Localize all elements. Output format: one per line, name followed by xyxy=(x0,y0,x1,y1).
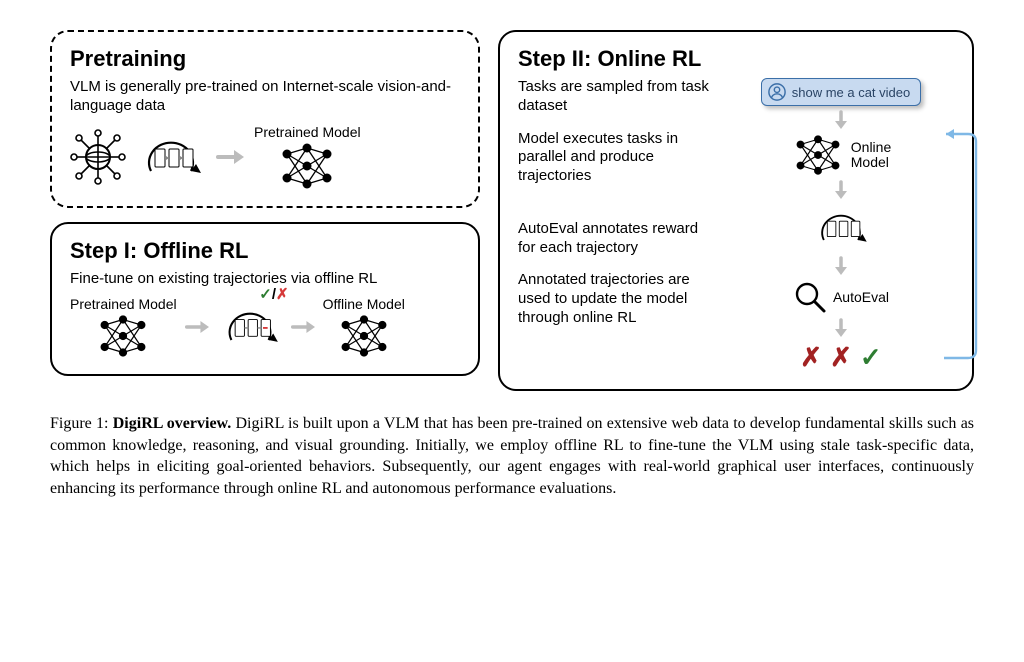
arrow-right-icon xyxy=(216,147,244,167)
neural-net-icon xyxy=(277,142,337,190)
online-model-label: OnlineModel xyxy=(851,140,891,171)
pretraining-panel: Pretraining VLM is generally pre-trained… xyxy=(50,30,480,208)
right-column: Step II: Online RL Tasks are sampled fro… xyxy=(498,30,974,391)
left-column: Pretraining VLM is generally pre-trained… xyxy=(50,30,480,391)
check-mark-icon: ✓ xyxy=(860,342,882,373)
step1-panel: Step I: Offline RL Fine-tune on existing… xyxy=(50,222,480,377)
autoeval: AutoEval xyxy=(793,280,889,314)
neural-net-icon xyxy=(336,314,392,358)
step1-title: Step I: Offline RL xyxy=(70,238,460,264)
user-icon xyxy=(768,83,786,101)
arrow-right-icon xyxy=(185,318,209,336)
pretraining-desc: VLM is generally pre-trained on Internet… xyxy=(70,78,460,116)
caption-prefix: Figure 1: xyxy=(50,415,113,432)
step2-desc3: AutoEval annotates reward for each traje… xyxy=(518,220,718,258)
feedback-arrow-icon xyxy=(932,126,982,366)
step2-desc4: Annotated trajectories are used to updat… xyxy=(518,271,718,327)
pretraining-icons: Pretrained Model xyxy=(70,124,460,190)
step2-text-column: Tasks are sampled from task dataset Mode… xyxy=(518,78,718,373)
result-marks: ✗ ✗ ✓ xyxy=(800,342,881,373)
pretraining-title: Pretraining xyxy=(70,46,460,72)
neural-net-icon xyxy=(791,134,845,176)
globe-network-icon xyxy=(70,129,126,185)
trajectory-loop-icon xyxy=(136,129,206,185)
x-mark-icon: ✗ xyxy=(800,342,822,373)
neural-net-icon xyxy=(95,314,151,358)
step1-icons: Pretrained Model xyxy=(70,296,460,358)
magnifier-icon xyxy=(793,280,827,314)
online-model: OnlineModel xyxy=(791,134,891,176)
arrow-down-icon xyxy=(832,110,850,130)
trajectory-loop-icon xyxy=(217,301,283,353)
step2-title: Step II: Online RL xyxy=(518,46,954,72)
diagram: Pretraining VLM is generally pre-trained… xyxy=(50,30,974,391)
pretrained-model-label: Pretrained Model xyxy=(254,124,361,140)
figure-caption: Figure 1: DigiRL overview. DigiRL is bui… xyxy=(50,413,974,499)
caption-title: DigiRL overview. xyxy=(113,415,231,432)
arrow-right-icon xyxy=(291,318,315,336)
arrow-down-icon xyxy=(832,180,850,200)
step2-flow-column: show me a cat video xyxy=(728,78,954,373)
step1-right-label: Offline Model xyxy=(323,296,405,312)
x-mark-icon: ✗ xyxy=(830,342,852,373)
task-chip-text: show me a cat video xyxy=(792,85,911,100)
task-chip: show me a cat video xyxy=(761,78,922,106)
trajectory-loop-icon xyxy=(810,204,872,252)
step2-panel: Step II: Online RL Tasks are sampled fro… xyxy=(498,30,974,391)
step1-left-label: Pretrained Model xyxy=(70,296,177,312)
step2-desc2: Model executes tasks in parallel and pro… xyxy=(518,130,718,186)
autoeval-label: AutoEval xyxy=(833,289,889,305)
arrow-down-icon xyxy=(832,318,850,338)
arrow-down-icon xyxy=(832,256,850,276)
step2-desc1: Tasks are sampled from task dataset xyxy=(518,78,718,116)
